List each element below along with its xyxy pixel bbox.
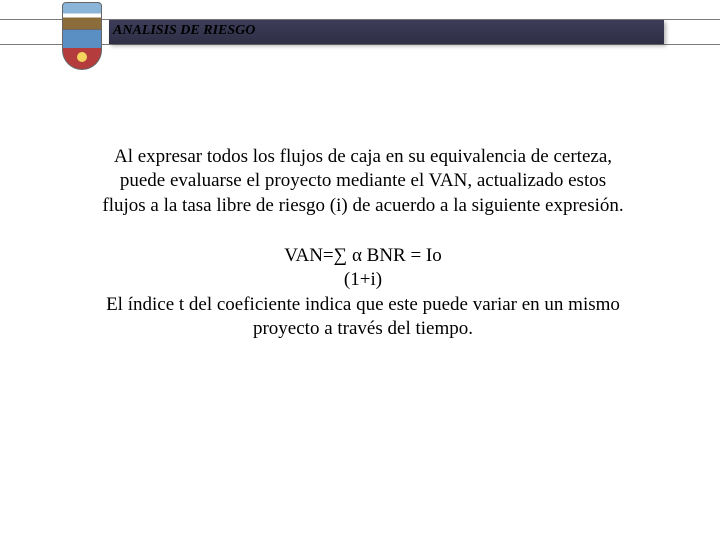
paragraph-2: El índice t del coeficiente indica que e… xyxy=(98,293,628,342)
formula-line-2: (1+i) xyxy=(98,268,628,292)
shield-mid xyxy=(62,30,102,48)
crest-logo xyxy=(58,0,106,72)
paragraph-1: Al expresar todos los flujos de caja en … xyxy=(98,145,628,218)
shield-bot xyxy=(62,48,102,70)
content-area: Al expresar todos los flujos de caja en … xyxy=(98,145,628,341)
page-title: ANALISIS DE RIESGO xyxy=(113,23,255,39)
shield-top xyxy=(62,2,102,30)
formula-block: VAN=∑ α BNR = Io (1+i) El índice t del c… xyxy=(98,244,628,341)
formula-line-1: VAN=∑ α BNR = Io xyxy=(98,244,628,268)
